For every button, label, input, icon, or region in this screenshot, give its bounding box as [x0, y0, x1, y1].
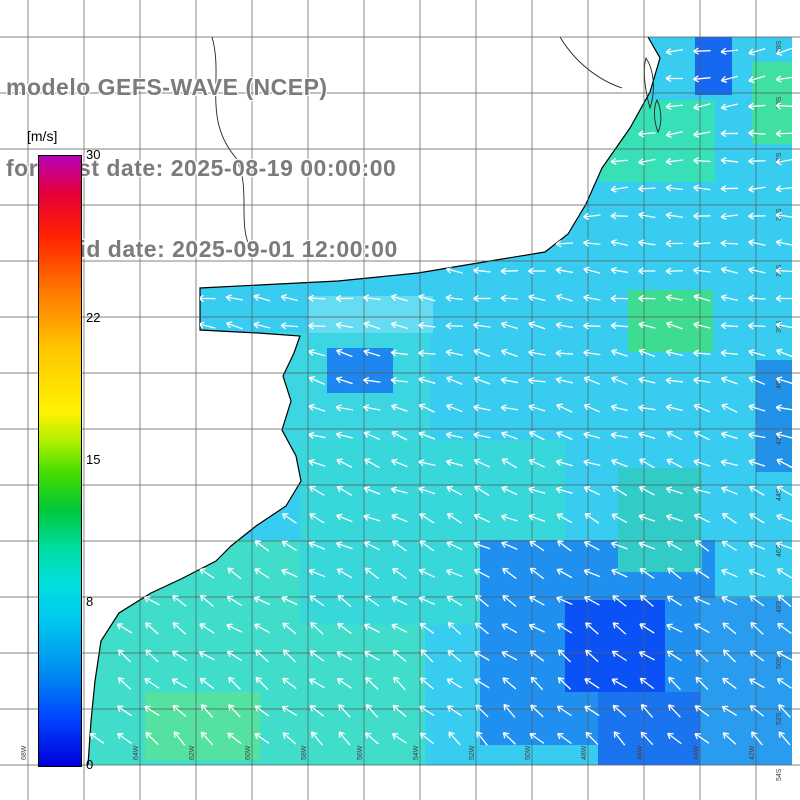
svg-text:58W: 58W: [301, 745, 308, 760]
svg-text:52W: 52W: [469, 745, 476, 760]
svg-text:64W: 64W: [133, 745, 140, 760]
svg-text:34S: 34S: [776, 208, 783, 221]
colorbar-tick-label: 30: [86, 147, 101, 162]
valid-date: valid date: 2025-09-01 12:00:00: [46, 236, 398, 262]
colorbar-tick-label: 22: [86, 309, 101, 325]
colorbar-tick-label: 0: [86, 757, 94, 772]
svg-text:42W: 42W: [749, 745, 756, 760]
svg-text:68W: 68W: [21, 745, 28, 760]
inland-borders: [211, 36, 662, 253]
svg-text:56W: 56W: [357, 745, 364, 760]
colorbar-tick-label: 15: [86, 452, 101, 467]
svg-text:60W: 60W: [245, 745, 252, 760]
svg-text:62W: 62W: [189, 745, 196, 760]
svg-text:52S: 52S: [776, 712, 783, 725]
svg-text:48S: 48S: [776, 600, 783, 613]
svg-text:28S: 28S: [776, 40, 783, 53]
svg-text:42S: 42S: [776, 432, 783, 445]
svg-text:46S: 46S: [776, 544, 783, 557]
svg-text:50W: 50W: [525, 745, 532, 760]
colorbar-unit-label: [m/s]: [27, 128, 58, 144]
svg-text:44W: 44W: [693, 745, 700, 760]
wave-field-patches: [90, 37, 792, 765]
svg-text:54W: 54W: [413, 745, 420, 760]
svg-text:44S: 44S: [776, 488, 783, 501]
model-title: modelo GEFS-WAVE (NCEP): [6, 74, 328, 100]
map-title-block: modelo GEFS-WAVE (NCEP) forecast date: 2…: [6, 20, 398, 317]
svg-text:46W: 46W: [637, 745, 644, 760]
colorbar-gradient: [38, 155, 82, 767]
svg-text:54S: 54S: [776, 768, 783, 781]
svg-text:50S: 50S: [776, 656, 783, 669]
svg-text:30S: 30S: [776, 96, 783, 109]
direction-arrows: [89, 47, 792, 746]
svg-text:48W: 48W: [581, 745, 588, 760]
colorbar-tick-label: 8: [86, 594, 94, 610]
coastline: [87, 36, 661, 766]
